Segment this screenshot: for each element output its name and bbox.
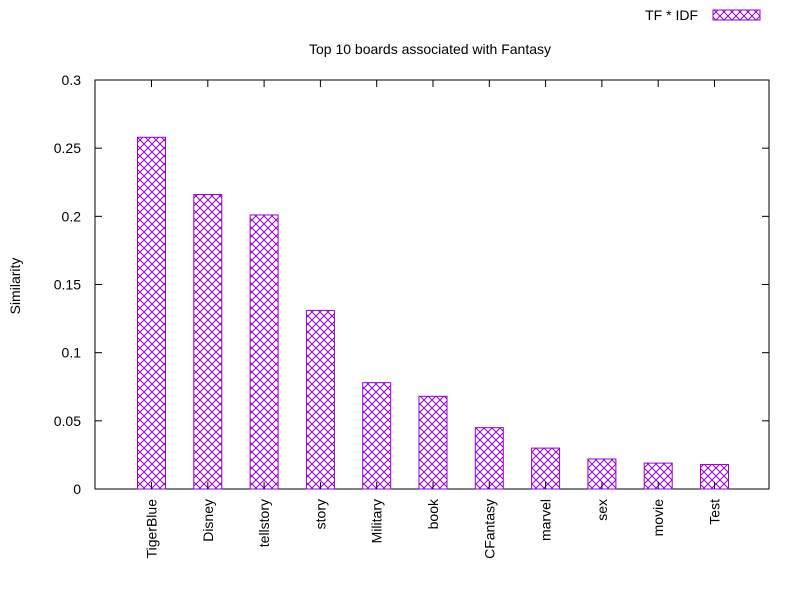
x-tick-label: story [312,499,328,529]
bar-sex [587,458,617,490]
bar-story [305,309,335,490]
y-tick-label: 0.15 [54,277,81,293]
chart-title: Top 10 boards associated with Fantasy [309,41,551,57]
legend-swatch [712,9,761,21]
x-tick-label: book [425,498,441,529]
legend-label: TF * IDF [645,7,698,23]
y-tick-label: 0 [73,481,81,497]
bars-group [137,136,729,490]
x-tick-label: Disney [200,499,216,542]
bar-tigerblue [137,136,166,490]
bar-book [418,395,448,490]
x-tick-label: Military [369,499,385,543]
y-tick-label: 0.2 [62,208,82,224]
bar-tellstory [249,214,279,490]
x-tick-label: TigerBlue [144,499,160,559]
y-tick-label: 0.05 [54,413,81,429]
y-tick-label: 0.1 [62,345,82,361]
bar-cfantasy [474,427,504,490]
bar-disney [193,194,223,490]
x-tick-label: tellstory [256,499,272,547]
legend: TF * IDF [645,7,761,23]
y-tick-label: 0.3 [62,72,82,88]
bar-military [362,382,392,490]
x-axis: TigerBlue Disney tellstory story Military boo… [144,80,723,559]
y-axis: 0 0.05 0.1 0.15 0.2 0.25 0.3 [54,72,769,497]
y-tick-label: 0.25 [54,140,81,156]
x-tick-label: movie [650,499,666,537]
x-tick-label: sex [594,499,610,521]
x-tick-label: CFantasy [481,499,497,559]
x-tick-label: Test [707,499,723,525]
y-axis-label: Similarity [7,258,23,315]
x-tick-label: marvel [538,499,554,541]
